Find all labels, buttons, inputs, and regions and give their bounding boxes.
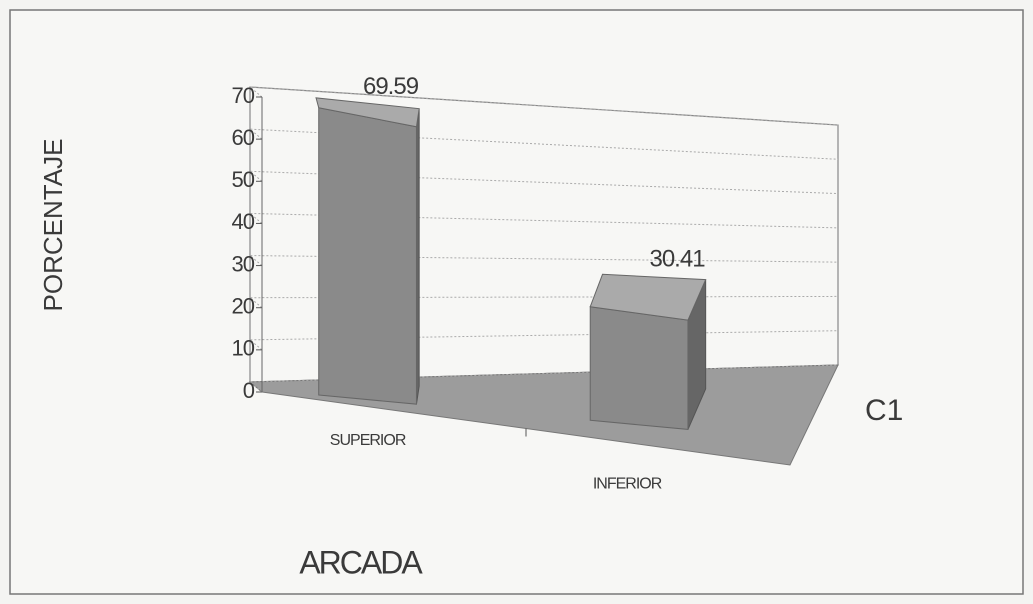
bar <box>589 273 707 430</box>
grid-line <box>248 330 839 351</box>
y-tick-label: 70 <box>232 83 255 108</box>
grid-line <box>248 170 839 195</box>
bar <box>315 97 420 405</box>
y-tick-label: 0 <box>243 378 255 403</box>
bar-top <box>315 97 420 128</box>
bar-front <box>318 107 417 405</box>
grid-line <box>248 212 839 229</box>
value-label: 69.59 <box>363 73 419 100</box>
y-tick-label: 20 <box>232 294 255 319</box>
x-tick-label: SUPERIOR <box>330 432 406 449</box>
y-tick-label: 10 <box>232 336 255 361</box>
x-tick-label: INFERIOR <box>593 475 662 492</box>
y-tick-label: 50 <box>232 167 255 192</box>
bar-front <box>589 306 689 430</box>
value-label: 30.41 <box>649 245 705 272</box>
x-axis-label: ARCADA <box>299 544 423 580</box>
y-tick-label: 30 <box>232 251 255 276</box>
grid-line <box>248 295 839 309</box>
grid-line <box>248 364 839 393</box>
grid-line <box>248 128 839 160</box>
y-tick-label: 60 <box>232 125 255 150</box>
bar-top <box>589 273 707 321</box>
grid-line <box>248 86 839 126</box>
y-axis-label: PORCENTAJE <box>38 139 68 312</box>
grid-line <box>248 255 839 266</box>
y-tick-label: 40 <box>232 209 255 234</box>
series-label: C1 <box>865 394 903 427</box>
